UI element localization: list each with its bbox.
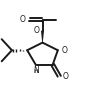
Text: O: O	[63, 72, 69, 81]
Text: O: O	[20, 15, 26, 24]
Text: N: N	[33, 66, 39, 75]
Text: O: O	[33, 26, 39, 35]
Polygon shape	[41, 31, 44, 43]
Text: O: O	[62, 46, 68, 55]
Text: H: H	[33, 69, 38, 74]
